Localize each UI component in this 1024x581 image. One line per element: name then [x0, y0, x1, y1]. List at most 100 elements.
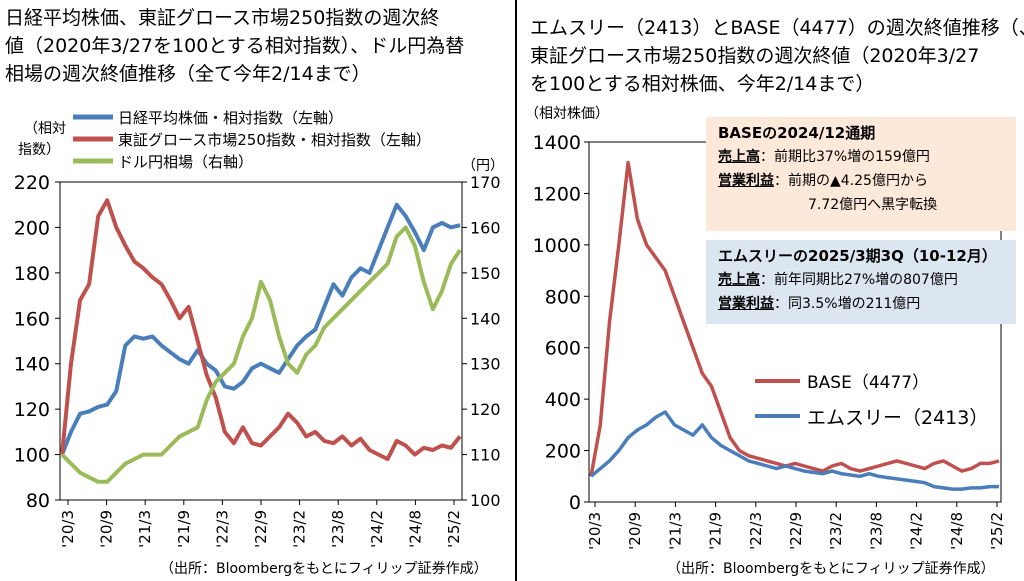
left-series-lines [60, 198, 462, 484]
left-source: （出所：Bloombergをもとにフィリップ証券作成） [160, 561, 488, 577]
y-tick-label: 1400 [533, 132, 581, 154]
right-x-axis-ticks: '20/3 '20/9 '21/3 '21/9 '22/3 '22/9 '23/2 '23/8… [586, 502, 1006, 550]
right-source: （出所：Bloombergをもとにフィリップ証券作成） [667, 561, 995, 577]
left-y-axis-ticks: 80 100 120 140 160 180 200 220 [14, 172, 60, 512]
legend-label-growth: 東証グロース市場250指数・相対指数（左軸） [118, 131, 431, 149]
growth-line [60, 198, 462, 462]
box2-key1: 売上高 [718, 272, 760, 288]
left-title-line: 値（2020年3/27を100とする相対指数）、ドル円為替 [5, 35, 465, 57]
box1-header: BASEの2024/12通期 [718, 124, 876, 142]
m3-line [589, 410, 999, 491]
usdjpy-line [60, 225, 462, 484]
x-tick-label: '21/3 [666, 512, 684, 550]
legend-label-m3: エムスリー（2413） [807, 407, 988, 429]
y-tick-label: 1200 [533, 183, 581, 205]
box2-line2: 営業利益：同3.5%増の211億円 [718, 292, 1004, 316]
x-tick-label: '22/3 [747, 512, 765, 550]
x-tick-label: '24/8 [406, 510, 424, 548]
box1-line1: 売上高：前期比37%増の159億円 [718, 145, 1004, 169]
y-right-tick-label: 160 [470, 218, 501, 237]
right-title-line: 東証グロース市場250指数の週次終値（2020年3/27 [530, 45, 980, 67]
y-tick-label: 600 [545, 338, 581, 360]
y-left-tick-label: 140 [14, 354, 50, 376]
base-line [589, 160, 1000, 477]
panel-divider [515, 0, 517, 581]
y-left-tick-label: 200 [14, 217, 50, 239]
x-tick-label: '23/2 [291, 510, 309, 548]
y-right-tick-label: 120 [470, 400, 501, 419]
y-tick-label: 800 [545, 286, 581, 308]
x-tick-label: '23/8 [867, 512, 885, 550]
box2-val2: ：同3.5%増の211億円 [774, 296, 921, 312]
box1-line2: 営業利益：前期の▲4.25億円から [718, 169, 1004, 193]
x-tick-label: '22/9 [252, 510, 270, 548]
x-tick-label: '20/9 [98, 510, 116, 548]
box2-header: エムスリーの2025/3期3Q（10-12月） [718, 247, 997, 265]
right-title-line: エムスリー（2413）とBASE（4477）の週次終値推移（、 [530, 17, 1024, 39]
right-y-axis-label: （相対株価） [525, 106, 609, 122]
right-title-line: を100とする相対株価、今年2/14まで） [530, 73, 875, 95]
x-tick-label: '20/3 [59, 510, 77, 548]
y-left-tick-label: 180 [14, 263, 50, 285]
y-right-tick-label: 150 [470, 264, 501, 283]
y-right-tick-label: 100 [470, 491, 501, 510]
left-title-line: 日経平均株価、東証グロース市場250指数の週次終 [5, 7, 440, 29]
x-tick-label: '22/9 [787, 512, 805, 550]
y-left-tick-label: 80 [26, 490, 50, 512]
box1-line3: 7.72億円へ黒字転換 [808, 197, 938, 213]
x-tick-label: '20/9 [626, 512, 644, 550]
y-left-tick-label: 220 [14, 172, 50, 194]
x-tick-label: '21/9 [707, 512, 725, 550]
legend-label-base: BASE（4477） [807, 373, 929, 393]
x-tick-label: '25/2 [988, 512, 1006, 550]
m3-info-box: エムスリーの2025/3期3Q（10-12月） 売上高：前年同期比27%増の80… [706, 240, 1016, 324]
y-tick-label: 200 [545, 441, 581, 463]
left-axis-label: 指数） [18, 142, 60, 158]
x-tick-label: '24/8 [948, 512, 966, 550]
legend-label-usdjpy: ドル円相場（右軸） [118, 153, 253, 171]
right-y-axis-ticks: 0 200 400 600 800 1000 1200 1400 [533, 132, 589, 514]
x-tick-label: '22/3 [213, 510, 231, 548]
x-tick-label: '21/3 [136, 510, 154, 548]
x-tick-label: '25/2 [445, 510, 463, 548]
right-legend: BASE（4477） エムスリー（2413） [755, 373, 988, 429]
x-tick-label: '24/2 [908, 512, 926, 550]
y-left-tick-label: 120 [14, 399, 50, 421]
y-right-tick-label: 110 [470, 446, 501, 465]
left-title-line: 相場の週次終値推移（全て今年2/14まで） [5, 63, 371, 85]
box1-key2: 営業利益 [718, 173, 774, 189]
right-title: エムスリー（2413）とBASE（4477）の週次終値推移（、 東証グロース市場… [530, 14, 1024, 98]
y-right-tick-label: 130 [470, 355, 501, 374]
left-title: 日経平均株価、東証グロース市場250指数の週次終 値（2020年3/27を100… [5, 4, 464, 88]
x-tick-label: '24/2 [368, 510, 386, 548]
box2-val1: ：前年同期比27%増の807億円 [760, 272, 958, 288]
nikkei-line [60, 202, 461, 456]
box2-line1: 売上高：前年同期比27%増の807億円 [718, 268, 1004, 292]
box1-key1: 売上高 [718, 149, 760, 165]
left-legend: 日経平均株価・相対指数（左軸） 東証グロース市場250指数・相対指数（左軸） ド… [73, 109, 431, 171]
box1-val1: ：前期比37%増の159億円 [760, 149, 930, 165]
legend-label-nikkei: 日経平均株価・相対指数（左軸） [118, 109, 343, 127]
right-series-lines [589, 160, 1000, 491]
base-info-box: BASEの2024/12通期 売上高：前期比37%増の159億円 営業利益：前期… [706, 117, 1016, 231]
right-y-axis-ticks: 100 110 120 130 140 150 160 170 [462, 173, 501, 510]
box1-val2: ：前期の▲4.25億円から [774, 173, 928, 189]
y-left-tick-label: 100 [14, 445, 50, 467]
y-tick-label: 0 [569, 492, 581, 514]
y-left-tick-label: 160 [14, 308, 50, 330]
box2-key2: 営業利益 [718, 296, 774, 312]
y-right-tick-label: 170 [470, 173, 501, 192]
x-tick-label: '23/2 [827, 512, 845, 550]
left-x-axis-ticks: '20/3 '20/9 '21/3 '21/9 '22/3 '22/9 '23/2 '23/8… [59, 500, 463, 548]
y-tick-label: 1000 [533, 235, 581, 257]
left-axis-label: （相対 [24, 121, 66, 137]
right-axis-label: （円） [462, 158, 504, 174]
y-tick-label: 400 [545, 389, 581, 411]
x-tick-label: '20/3 [586, 512, 604, 550]
x-tick-label: '21/9 [175, 510, 193, 548]
y-right-tick-label: 140 [470, 309, 501, 328]
x-tick-label: '23/8 [329, 510, 347, 548]
